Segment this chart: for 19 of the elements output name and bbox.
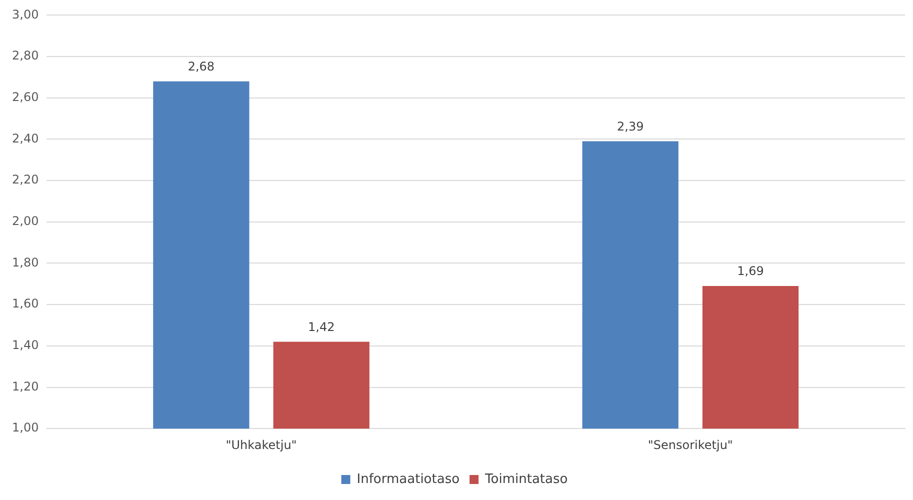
y-tick-label: 1,80 [12, 255, 39, 270]
data-label: 2,68 [188, 59, 215, 74]
data-label: 1,42 [308, 320, 335, 334]
data-label: 2,39 [616, 119, 644, 134]
legend-label: Toimintataso [484, 472, 568, 487]
y-tick-label: 1,40 [12, 338, 39, 352]
y-tick-label: 2,00 [12, 214, 39, 228]
y-tick-label: 2,20 [12, 172, 39, 187]
y-tick-label: 1,00 [12, 420, 39, 435]
y-tick-label: 2,60 [12, 90, 39, 104]
y-tick-label: 1,20 [12, 379, 39, 394]
x-tick-label: "Uhkaketju" [226, 438, 297, 452]
x-tick-label: "Sensoriketju" [648, 438, 733, 452]
y-tick-label: 1,60 [12, 296, 39, 311]
legend-label: Informaatiotaso [356, 472, 460, 487]
y-tick-label: 3,00 [12, 7, 39, 22]
data-label: 1,69 [737, 264, 764, 278]
y-tick-label: 2,40 [12, 131, 39, 146]
y-tick-label: 2,80 [12, 48, 39, 63]
